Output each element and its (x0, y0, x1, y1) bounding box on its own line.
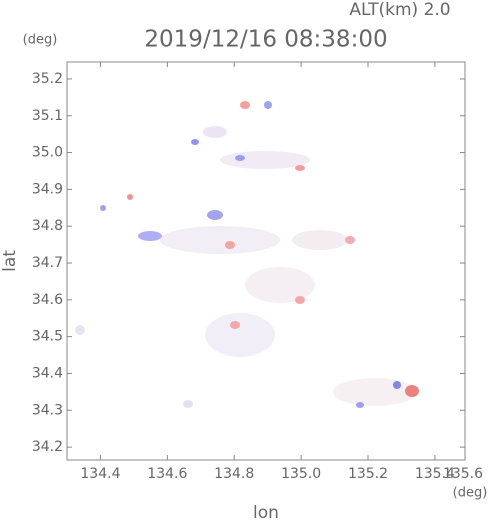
y-tick-label: 34.7 (32, 255, 63, 271)
x-tick-label: 134.8 (214, 466, 254, 482)
y-tick-label: 34.9 (32, 181, 63, 197)
y-tick-label: 34.4 (32, 365, 63, 381)
x-tick-label: 135.2 (348, 466, 388, 482)
altitude-label: ALT(km) 2.0 (349, 0, 450, 20)
echo-field (75, 101, 419, 408)
chart-title: 2019/12/16 08:38:00 (144, 27, 387, 53)
y-tick-label: 35.0 (32, 145, 63, 161)
plot-frame (66, 61, 466, 461)
y-axis-label: lat (0, 250, 20, 272)
x-tick-label: 134.4 (80, 466, 120, 482)
x-tick-label: 135.0 (281, 466, 321, 482)
y-tick-label: 34.3 (32, 402, 63, 418)
x-tick-label: 134.6 (147, 466, 187, 482)
x-unit: (deg) (453, 486, 488, 501)
x-tick-label: 135.4 (415, 466, 455, 482)
y-tick-label: 35.2 (32, 71, 63, 87)
y-unit: (deg) (23, 33, 58, 48)
y-tick-label: 34.2 (32, 439, 63, 455)
y-tick-label: 34.6 (32, 292, 63, 308)
y-tick-label: 34.8 (32, 218, 63, 234)
x-axis-label: lon (253, 503, 279, 521)
y-tick-label: 35.1 (32, 108, 63, 124)
y-tick-label: 34.5 (32, 329, 63, 345)
x-tick-label: 135.6 (443, 466, 483, 482)
